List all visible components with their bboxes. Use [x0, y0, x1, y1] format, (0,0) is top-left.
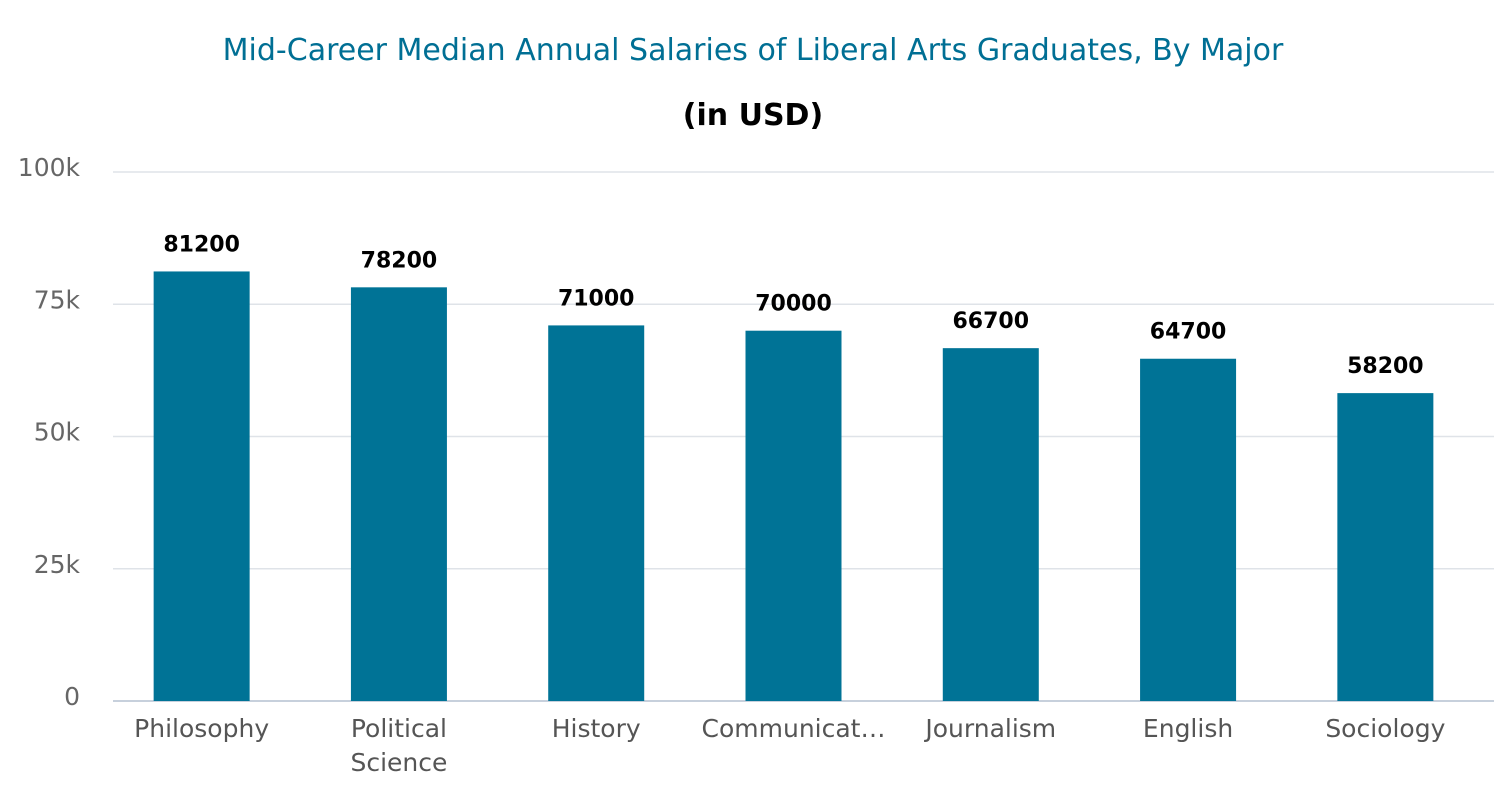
x-axis-categories: Philosophy Political Science History Communi…: [134, 714, 1445, 777]
bar: [548, 325, 645, 701]
x-tick-label: History: [552, 714, 641, 743]
chart-subtitle: (in USD): [683, 98, 823, 133]
chart-title: Mid-Career Median Annual Salaries of Lib…: [223, 33, 1284, 68]
x-tick-label: Philosophy: [134, 714, 269, 743]
x-tick-label: Journalism: [923, 714, 1056, 743]
data-labels: 81200 78200 71000 70000 66700 64700 58200: [163, 232, 1423, 379]
y-tick-label: 75k: [34, 285, 81, 314]
y-tick-label: 25k: [34, 550, 81, 579]
y-tick-label: 50k: [34, 418, 81, 447]
y-tick-label: 100k: [18, 153, 81, 182]
y-tick-label: 0: [64, 682, 80, 711]
data-label: 58200: [1347, 354, 1424, 379]
y-axis-ticks: 0 25k 50k 75k 100k: [18, 153, 81, 711]
data-label: 66700: [953, 309, 1030, 334]
bar: [153, 271, 250, 701]
data-label: 81200: [163, 232, 240, 257]
bar: [745, 330, 842, 701]
x-tick-label: Sociology: [1325, 714, 1445, 743]
x-tick-label: Political Science: [350, 714, 447, 777]
data-label: 71000: [558, 286, 635, 311]
bar: [942, 348, 1039, 701]
bar: [350, 287, 447, 701]
bar: [1337, 393, 1434, 701]
x-tick-label: English: [1143, 714, 1233, 743]
x-tick-label: Communicat…: [702, 714, 886, 743]
data-label: 70000: [755, 292, 832, 317]
data-label: 78200: [361, 248, 438, 273]
data-label: 64700: [1150, 320, 1227, 345]
bar: [1140, 358, 1237, 701]
bars: [153, 271, 1434, 701]
